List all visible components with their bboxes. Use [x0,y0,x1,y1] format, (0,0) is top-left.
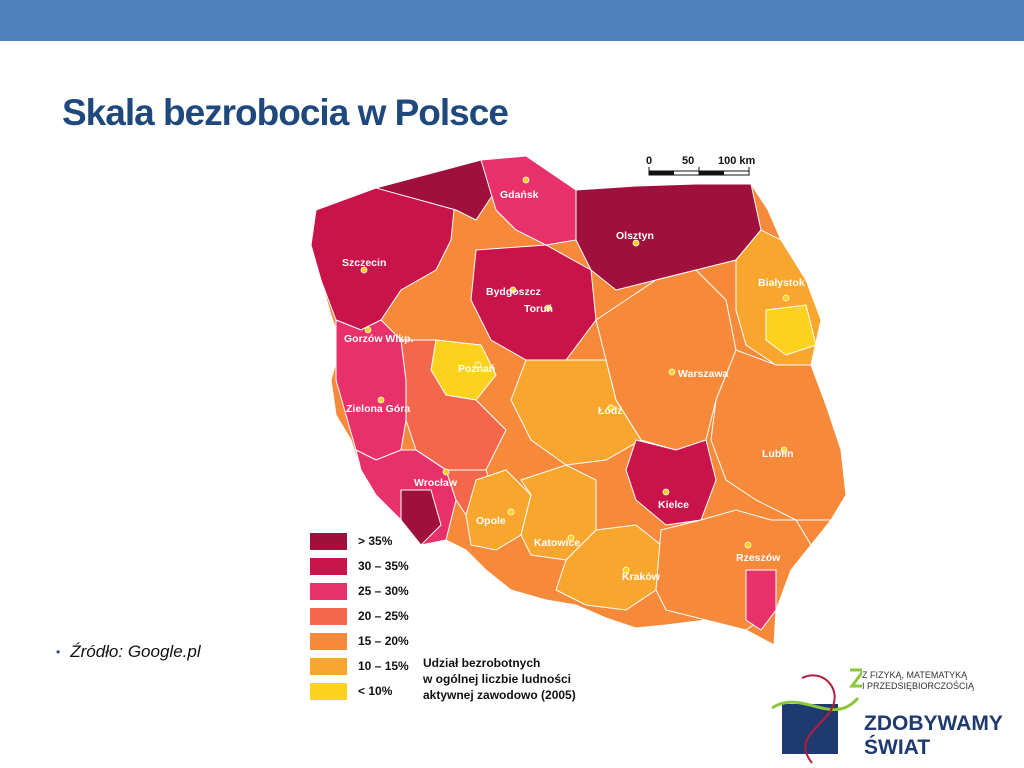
scale-label-50: 50 [682,155,695,167]
logo-line-1: Z FIZYKĄ, MATEMATYKĄ [862,670,968,680]
logo-line-3: ZDOBYWAMY [864,712,1003,735]
logo-line-2: I PRZEDSIĘBIORCZOŚCIĄ [862,681,975,691]
city-label-olsztyn: Olsztyn [616,230,654,242]
city-dots [360,176,790,574]
legend-title-line: aktywnej zawodowo (2005) [423,688,576,702]
logo-icon [772,668,862,764]
legend-title-line: Udział bezrobotnych [423,656,541,670]
region-bialystok-yellow [765,304,817,356]
region-gdansk [480,155,577,246]
region-lublin [710,349,847,521]
city-label-gorzow: Gorzów Wlkp. [344,333,413,345]
legend-label: 30 – 35% [358,559,409,573]
poland-map: Gdańsk Olsztyn Szczecin Białystok Bydgos… [306,150,854,708]
legend-swatch [310,658,347,675]
top-bar [0,0,1024,41]
region-opole [465,469,532,551]
city-label-katowice: Katowice [534,537,580,549]
legend-item: < 10% [310,682,420,700]
region-lodz [510,359,642,466]
legend-item: > 35% [310,532,420,550]
source-line: • Źródło: Google.pl [56,642,201,662]
region-bieszczady [745,569,777,631]
region-wielkopolska [400,339,507,471]
city-label-kielce: Kielce [658,499,689,511]
city-label-lublin: Lublin [762,448,794,460]
legend-swatch [310,633,347,650]
scale-label-0: 0 [646,155,653,167]
legend-title-line: w ogólnej liczbie ludności [423,672,572,686]
legend-swatch [310,608,347,625]
city-label-szczecin: Szczecin [342,257,386,269]
legend-item: 10 – 15% [310,657,420,675]
logo-title: ZDOBYWAMY ŚWIAT [864,712,1003,760]
city-label-warszawa: Warszawa [678,368,729,380]
legend-label: 15 – 20% [358,634,409,648]
legend-item: 25 – 30% [310,582,420,600]
legend-item: 20 – 25% [310,607,420,625]
slide-title: Skala bezrobocia w Polsce [62,92,509,133]
region-walbrzych [400,489,442,546]
region-warmia [575,183,762,291]
legend-label: < 10% [358,684,393,698]
city-label-gdansk: Gdańsk [500,189,539,201]
source-text: Źródło: Google.pl [70,642,201,661]
legend-item: 15 – 20% [310,632,420,650]
city-label-rzeszow: Rzeszów [736,552,781,564]
legend-title: Udział bezrobotnych w ogólnej liczbie lu… [423,655,576,703]
city-label-opole: Opole [476,515,506,527]
region-lubuskie [335,319,407,461]
legend-label: > 35% [358,534,393,548]
scale-bar [648,167,750,176]
scale-label-100: 100 km [718,155,756,167]
city-label-zielona-gora: Zielona Góra [346,403,410,415]
city-label-bydgoszcz: Bydgoszcz [486,286,541,298]
region-rzeszow [655,509,812,631]
legend-label: 25 – 30% [358,584,409,598]
city-label-wroclaw: Wrocław [414,477,458,489]
bullet-icon: • [56,645,61,659]
legend-label: 10 – 15% [358,659,409,673]
legend-swatch [310,533,347,550]
legend-swatch [310,558,347,575]
city-label-poznan: Poznań [458,363,495,375]
legend-swatch [310,583,347,600]
city-label-lodz: Łódź [598,405,623,417]
map-svg: Gdańsk Olsztyn Szczecin Białystok Bydgos… [310,155,847,646]
legend-item: 30 – 35% [310,557,420,575]
city-label-torun: Toruń [524,303,553,315]
city-label-krakow: Kraków [622,571,661,583]
legend-label: 20 – 25% [358,609,409,623]
project-logo: Z FIZYKĄ, MATEMATYKĄ I PRZEDSIĘBIORCZOŚC… [772,668,1024,768]
logo-subtitle: Z FIZYKĄ, MATEMATYKĄ I PRZEDSIĘBIORCZOŚC… [862,670,974,692]
legend-swatch [310,683,347,700]
city-label-bialystok: Białystok [758,277,805,289]
logo-line-4: ŚWIAT [864,736,931,759]
